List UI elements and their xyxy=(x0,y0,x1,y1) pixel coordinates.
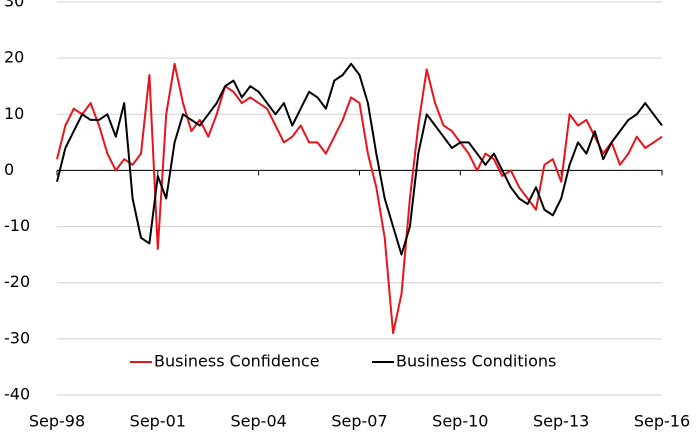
y-tick-label: 30 xyxy=(4,0,24,11)
y-tick-label: 10 xyxy=(4,104,24,123)
y-tick-label: -10 xyxy=(4,216,30,235)
series-line xyxy=(56,62,663,335)
y-tick-label: 0 xyxy=(4,160,14,179)
x-tick-label: Sep-98 xyxy=(29,412,85,431)
x-tick-label: Sep-16 xyxy=(634,412,690,431)
y-tick-label: -30 xyxy=(4,328,30,347)
legend-label: Business Confidence xyxy=(154,352,320,371)
x-tick-label: Sep-04 xyxy=(231,412,287,431)
legend-label: Business Conditions xyxy=(396,352,556,371)
x-tick-label: Sep-10 xyxy=(432,412,488,431)
y-tick-label: -40 xyxy=(4,385,30,404)
x-tick-label: Sep-01 xyxy=(130,412,186,431)
y-tick-label: 20 xyxy=(4,48,24,67)
y-tick-label: -20 xyxy=(4,272,30,291)
series-line xyxy=(56,62,663,256)
x-tick-label: Sep-07 xyxy=(331,412,387,431)
x-tick-label: Sep-13 xyxy=(533,412,589,431)
